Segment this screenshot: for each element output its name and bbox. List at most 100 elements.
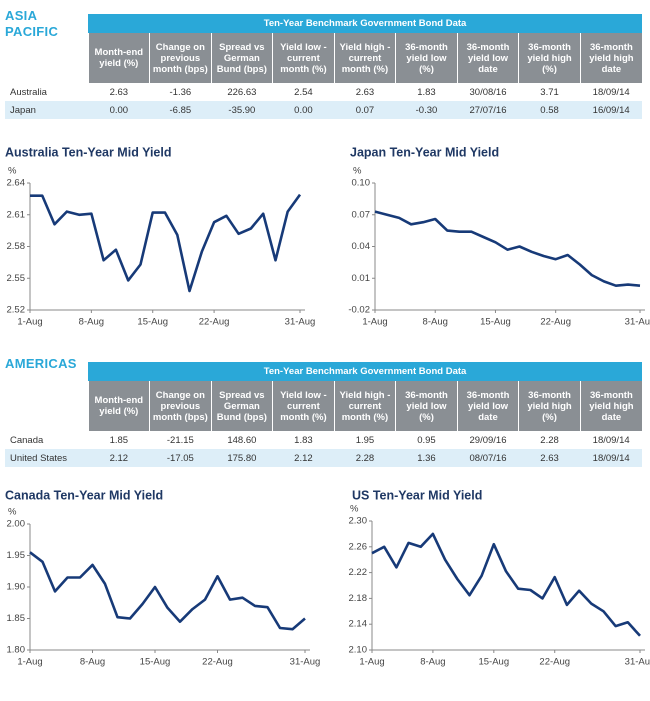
- x-tick-label: 31-Aug: [290, 657, 321, 668]
- cell: -17.05: [149, 449, 212, 467]
- cell: 27/07/16: [457, 101, 519, 119]
- header-row: Month-end yield (%) Change on previous mo…: [5, 33, 642, 83]
- column-header: Spread vs German Bund (bps): [210, 381, 273, 431]
- row-label: Australia: [10, 86, 47, 98]
- header-row: Month-end yield (%) Change on previous mo…: [5, 381, 642, 431]
- y-tick-label: 2.55: [7, 273, 26, 284]
- y-axis-label: %: [8, 166, 17, 177]
- cell: -35.90: [211, 101, 273, 119]
- cell: 16/09/14: [580, 101, 642, 119]
- x-tick-label: 8-Aug: [80, 657, 105, 668]
- column-header: Month-end yield (%): [87, 33, 150, 83]
- chart-title: Canada Ten-Year Mid Yield: [5, 488, 163, 502]
- column-header: 36-month yield high date: [579, 381, 642, 431]
- blank: [5, 14, 88, 33]
- y-tick-label: 1.85: [7, 613, 26, 624]
- y-tick-label: 2.18: [349, 593, 368, 604]
- x-tick-label: 15-Aug: [137, 317, 168, 328]
- y-tick-label: 0.01: [352, 273, 371, 284]
- cell: 29/09/16: [469, 434, 507, 446]
- y-tick-label: 2.64: [7, 178, 26, 189]
- cell: 0.00: [272, 101, 335, 119]
- column-header: Month-end yield (%): [87, 381, 150, 431]
- cell: 2.54: [294, 86, 313, 98]
- cell: 0.58: [518, 101, 581, 119]
- cell: 3.71: [540, 86, 559, 98]
- y-tick-label: 2.58: [7, 241, 26, 252]
- x-tick-label: 8-Aug: [79, 317, 104, 328]
- cell: -6.85: [149, 101, 212, 119]
- cell: 1.95: [355, 434, 375, 446]
- cell: 2.63: [109, 86, 129, 98]
- column-header: 36-month yield low (%): [395, 33, 458, 83]
- table-caption: Ten-Year Benchmark Government Bond Data: [88, 14, 642, 33]
- x-tick-label: 22-Aug: [202, 657, 233, 668]
- cell: 175.80: [211, 449, 273, 467]
- x-tick-label: 1-Aug: [17, 657, 42, 668]
- column-header: Yield low - current month (%): [272, 33, 335, 83]
- cell: 148.60: [227, 434, 257, 446]
- bond-table: Ten-Year Benchmark Government Bond Data M…: [5, 14, 642, 119]
- y-axis-label: %: [353, 166, 362, 177]
- row-label: United States: [5, 449, 89, 467]
- column-header: 36-month yield high (%): [518, 33, 581, 83]
- x-tick-label: 31-Aug: [285, 317, 316, 328]
- caption-row: Ten-Year Benchmark Government Bond Data: [5, 362, 642, 381]
- cell: 0.07: [334, 101, 396, 119]
- column-header: 36-month yield low date: [456, 33, 519, 83]
- cell: 2.28: [540, 434, 559, 446]
- x-tick-label: 1-Aug: [359, 657, 384, 668]
- y-tick-label: 2.61: [7, 209, 26, 220]
- x-tick-label: 15-Aug: [478, 657, 509, 668]
- section-title: AMERICAS: [5, 356, 77, 371]
- cell: 226.63: [227, 86, 257, 98]
- table-row: United States 2.12 -17.05 175.80 2.12 2.28 1.3…: [5, 449, 642, 467]
- y-tick-label: 0.04: [352, 241, 371, 252]
- x-tick-label: 8-Aug: [420, 657, 445, 668]
- line-series: [30, 193, 302, 293]
- column-header: 36-month yield high (%): [518, 381, 581, 431]
- cell: 1.36: [395, 449, 458, 467]
- x-tick-label: 15-Aug: [140, 657, 171, 668]
- y-tick-label: -0.02: [348, 305, 370, 316]
- x-tick-label: 31-Aug: [625, 317, 650, 328]
- y-tick-label: 1.90: [7, 582, 26, 593]
- y-tick-label: 2.22: [349, 567, 368, 578]
- y-tick-label: 2.52: [7, 305, 26, 316]
- column-header: Change on previous month (bps): [149, 33, 212, 83]
- x-tick-label: 1-Aug: [362, 317, 387, 328]
- y-tick-label: 2.10: [349, 645, 368, 656]
- cell: 0.00: [88, 101, 150, 119]
- line-series: [371, 532, 641, 637]
- chart-title: US Ten-Year Mid Yield: [352, 488, 482, 502]
- blank: [5, 381, 88, 431]
- blank: [5, 362, 88, 381]
- x-tick-label: 22-Aug: [540, 317, 571, 328]
- column-header: Yield low - current month (%): [272, 381, 335, 431]
- column-header: Spread vs German Bund (bps): [210, 33, 273, 83]
- table-row: Canada 1.85 -21.15 148.60 1.83 1.95 0.95 29/09/…: [5, 431, 642, 449]
- cell: 18/09/14: [592, 434, 630, 446]
- cell: 2.28: [334, 449, 396, 467]
- column-header: 36-month yield low (%): [395, 381, 458, 431]
- blank: [5, 33, 88, 83]
- bond-table: Ten-Year Benchmark Government Bond Data M…: [5, 362, 642, 467]
- column-header: Change on previous month (bps): [149, 381, 212, 431]
- y-tick-label: 1.80: [7, 645, 26, 656]
- table-caption: Ten-Year Benchmark Government Bond Data: [88, 362, 642, 381]
- cell: 0.95: [417, 434, 436, 446]
- y-tick-label: 0.10: [352, 178, 371, 189]
- x-tick-label: 8-Aug: [423, 317, 448, 328]
- y-tick-label: 2.30: [349, 516, 368, 527]
- section-title: ASIA PACIFIC: [5, 8, 59, 39]
- table-row: Japan 0.00 -6.85 -35.90 0.00 0.07 -0.30 27/07/1…: [5, 101, 642, 119]
- cell: 1.83: [294, 434, 313, 446]
- column-header: 36-month yield high date: [579, 33, 642, 83]
- cell: 30/08/16: [469, 86, 507, 98]
- line-series: [374, 210, 641, 287]
- cell: 18/09/14: [592, 86, 630, 98]
- y-tick-label: 2.00: [7, 519, 26, 530]
- chart-title: Australia Ten-Year Mid Yield: [5, 145, 172, 159]
- row-label: Japan: [5, 101, 89, 119]
